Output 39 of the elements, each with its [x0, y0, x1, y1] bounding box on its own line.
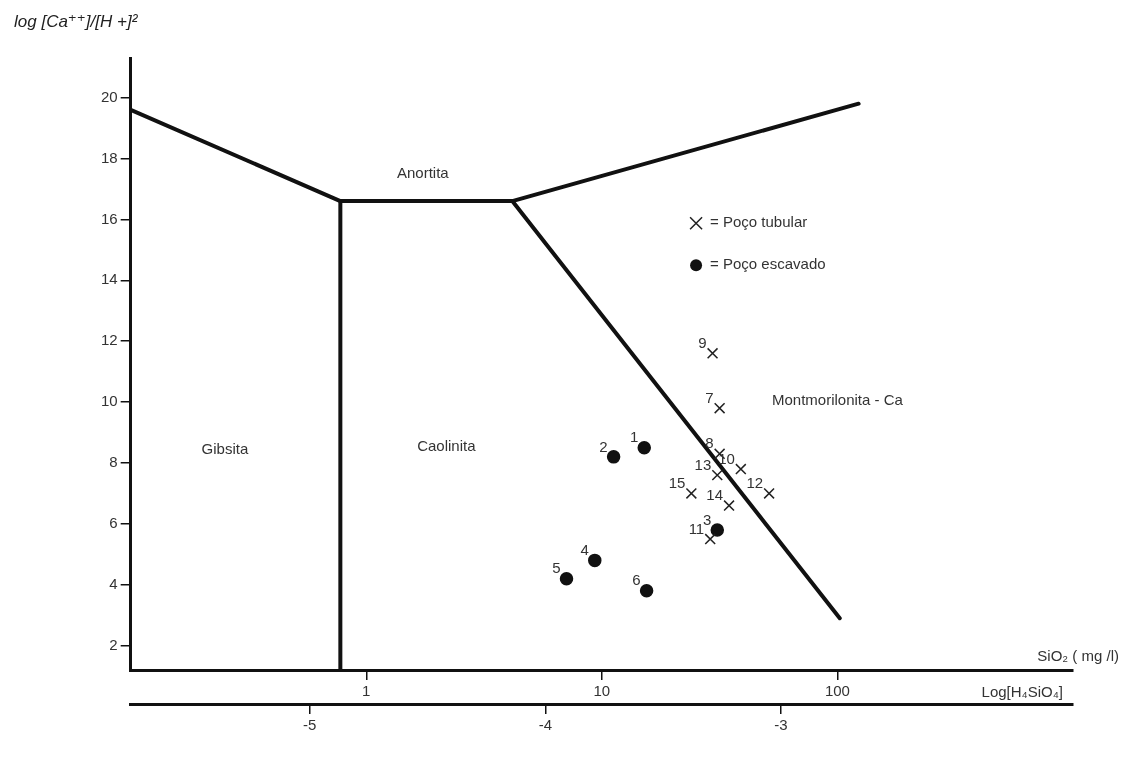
- legend-label: = Poço escavado: [710, 255, 826, 273]
- y-tick-label: 4: [109, 574, 118, 592]
- annotation: 10: [718, 449, 735, 467]
- x2-axis-title: SiO₂ ( mg /l): [1037, 646, 1119, 664]
- annotation: 8: [705, 434, 714, 452]
- annotation: Caolinita: [417, 436, 477, 454]
- x-axis-title: Log[H₄SiO₄]: [981, 682, 1063, 700]
- x2-tick-label: 100: [824, 682, 850, 700]
- annotation: Montmorilonita - Ca: [771, 390, 904, 408]
- x-tick-label: -3: [774, 716, 788, 734]
- annotation: 3: [702, 510, 712, 528]
- y-tick-label: 2: [109, 635, 118, 653]
- x-tick-label: -4: [538, 716, 552, 734]
- y-tick-label: 16: [101, 209, 118, 227]
- y-tick-label: 20: [101, 87, 118, 105]
- annotation: Anortita: [396, 164, 450, 182]
- legend-label: = Poço tubular: [710, 213, 808, 231]
- annotation: Gibsita: [201, 439, 249, 457]
- y-axis-title: log [Ca⁺⁺]/[H +]²: [14, 12, 139, 32]
- x-tick-label: -5: [303, 716, 317, 734]
- annotation: 12: [746, 474, 764, 492]
- annotation: 1: [629, 428, 639, 446]
- y-tick-label: 8: [109, 453, 118, 471]
- annotation: 4: [580, 541, 589, 559]
- annotation: 9: [698, 333, 707, 351]
- annotation: 14: [706, 486, 724, 504]
- y-tick-label: 14: [101, 270, 118, 288]
- y-tick-label: 6: [109, 513, 118, 531]
- annotation: 5: [552, 559, 561, 577]
- annotation: 15: [668, 474, 686, 492]
- y-tick-label: 10: [101, 392, 118, 410]
- annotation: 13: [694, 455, 712, 473]
- x2-tick-label: 1: [362, 682, 371, 700]
- annotation: 2: [599, 437, 608, 455]
- x2-tick-label: 10: [593, 682, 611, 700]
- annotation: 6: [632, 571, 641, 589]
- y-tick-label: 12: [101, 331, 118, 349]
- y-tick-label: 18: [101, 148, 118, 166]
- annotation: 7: [705, 388, 714, 406]
